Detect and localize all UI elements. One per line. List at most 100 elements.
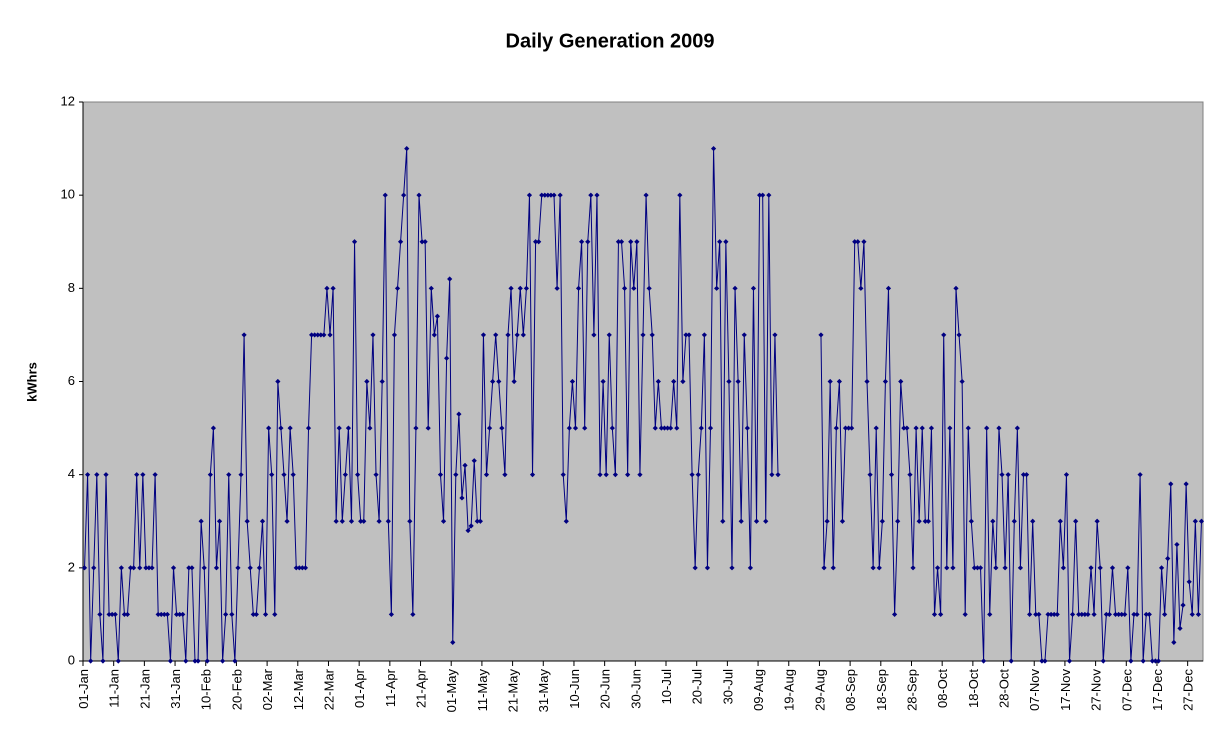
data-point	[1116, 611, 1122, 618]
data-point	[695, 472, 701, 478]
data-point	[103, 472, 109, 478]
data-point	[588, 192, 594, 198]
data-point	[1030, 518, 1036, 524]
data-point	[830, 565, 836, 571]
x-tick-label: 11-Apr	[383, 668, 398, 707]
data-point	[824, 518, 830, 524]
data-point	[394, 285, 401, 291]
data-point	[707, 425, 714, 431]
data-point	[367, 425, 373, 431]
data-point	[1023, 472, 1030, 478]
data-point	[692, 565, 698, 571]
data-point	[993, 565, 999, 571]
data-point	[345, 425, 352, 431]
data-point	[1079, 611, 1085, 618]
data-point	[416, 192, 422, 198]
data-point	[213, 565, 220, 571]
x-tick-label: 18-Sep	[874, 669, 889, 711]
data-point	[204, 658, 210, 664]
data-point	[158, 611, 164, 618]
data-point	[88, 658, 94, 664]
x-tick-label: 28-Sep	[904, 669, 919, 711]
data-point	[437, 472, 444, 478]
data-point	[253, 611, 259, 618]
data-point	[1042, 658, 1048, 664]
data-point	[358, 518, 364, 524]
data-point	[603, 472, 609, 478]
data-point	[502, 472, 508, 478]
data-point	[456, 411, 462, 417]
data-point	[1063, 472, 1070, 478]
x-tick-label: 31-May	[536, 669, 551, 713]
data-point	[127, 565, 134, 571]
x-tick-label: 07-Nov	[1027, 669, 1042, 711]
data-point	[775, 472, 781, 478]
data-point	[287, 425, 293, 431]
data-point	[330, 285, 336, 291]
data-point	[1036, 611, 1042, 618]
data-point	[223, 611, 229, 618]
data-point	[680, 378, 686, 385]
data-point	[149, 565, 155, 571]
data-point	[192, 658, 198, 664]
data-point	[1011, 518, 1017, 524]
data-point	[370, 332, 376, 338]
x-tick-label: 01-May	[444, 669, 459, 713]
y-tick-label: 8	[68, 280, 75, 295]
data-point	[100, 658, 106, 664]
data-point	[173, 611, 180, 618]
data-point	[1189, 611, 1195, 618]
data-point	[987, 611, 993, 618]
data-point	[548, 192, 554, 198]
data-point	[511, 378, 517, 385]
data-point	[1103, 611, 1109, 618]
data-point	[284, 518, 290, 524]
data-point	[164, 611, 170, 618]
data-point	[637, 472, 643, 478]
data-point	[615, 239, 622, 245]
data-point	[677, 192, 683, 198]
data-point	[855, 239, 861, 245]
x-tick-label: 28-Oct	[997, 669, 1012, 708]
data-point	[609, 425, 615, 431]
data-point	[462, 462, 468, 468]
data-point	[864, 378, 870, 385]
data-point	[554, 285, 560, 291]
data-point	[1082, 611, 1088, 618]
data-point	[459, 495, 465, 501]
data-point	[410, 611, 416, 618]
data-point	[585, 239, 591, 245]
data-point	[1073, 518, 1079, 524]
data-point	[910, 565, 916, 571]
data-point	[542, 192, 548, 198]
data-point	[913, 425, 919, 431]
data-point	[373, 472, 379, 478]
data-point	[959, 378, 965, 385]
data-point	[962, 611, 968, 618]
data-point	[161, 611, 167, 618]
data-point	[1125, 565, 1131, 571]
data-point	[1143, 611, 1149, 618]
data-point	[1186, 579, 1192, 585]
data-point	[720, 518, 726, 524]
data-point	[852, 239, 858, 245]
data-point	[1045, 611, 1051, 618]
data-point	[634, 239, 640, 245]
data-point	[1128, 658, 1134, 664]
data-point	[1192, 518, 1198, 524]
data-point	[342, 472, 348, 478]
data-point	[167, 658, 174, 664]
data-point	[401, 192, 407, 198]
data-point	[407, 518, 413, 524]
data-point	[465, 527, 471, 534]
data-point	[618, 239, 625, 245]
data-point	[1177, 625, 1183, 631]
data-point	[1020, 472, 1027, 478]
data-point	[195, 658, 201, 664]
data-point	[661, 425, 668, 431]
data-point	[505, 332, 511, 338]
data-point	[523, 285, 529, 291]
data-point	[318, 332, 324, 338]
data-point	[1149, 658, 1155, 664]
